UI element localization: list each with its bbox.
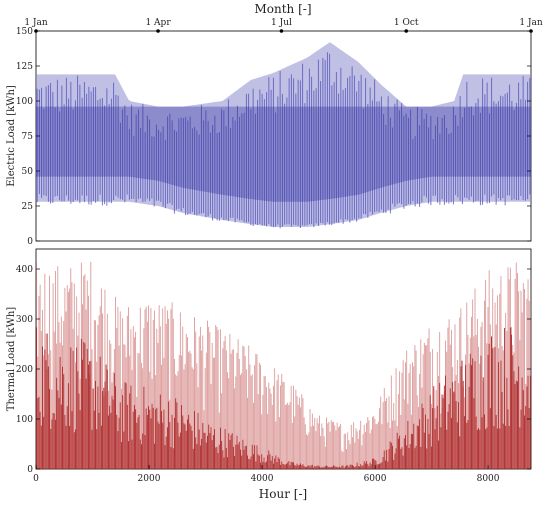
thermal-y-tick-label: 200 [16, 365, 33, 375]
electric-y-tick-label: 25 [22, 202, 34, 212]
thermal-load-series [36, 261, 531, 469]
month-tick-dot [404, 29, 409, 33]
thermal-y-tick-label: 100 [16, 415, 33, 425]
month-tick-dot [34, 29, 38, 33]
month-tick-label: 1 Oct [394, 18, 419, 28]
electric-y-tick-label: 100 [16, 97, 33, 107]
hour-x-tick-label: 0 [33, 474, 39, 484]
thermal-y-tick-label: 300 [16, 315, 33, 325]
month-axis-ticks: 1 Jan 1 Apr 1 Jul 1 Oct 1 Jan [24, 18, 543, 33]
electric-y-axis-label: Electric Load [kWh] [6, 85, 17, 187]
month-tick-dot [156, 29, 160, 33]
thermal-y-tick-label: 0 [27, 465, 33, 475]
month-tick-dot [279, 29, 284, 33]
electric-y-tick-label: 125 [16, 62, 33, 72]
hour-x-tick-label: 6000 [364, 474, 387, 484]
month-tick-label: 1 Apr [145, 18, 171, 28]
electric-load-core [36, 106, 531, 202]
electric-load-envelope [36, 42, 531, 228]
hour-x-tick-label: 2000 [138, 474, 161, 484]
electric-load-series [36, 42, 531, 229]
thermal-y-ticks: 0 100 200 300 400 [16, 265, 531, 475]
electric-y-tick-label: 150 [16, 27, 33, 37]
electric-y-tick-label: 0 [27, 237, 33, 247]
hour-axis-label: Hour [-] [259, 487, 307, 501]
month-tick-label: 1 Jan [24, 18, 48, 28]
month-axis-label: Month [-] [254, 2, 311, 16]
hour-x-ticks: 0 2000 4000 6000 8000 [33, 465, 500, 484]
thermal-plot-area [35, 248, 532, 470]
hour-x-tick-label: 4000 [251, 474, 274, 484]
month-tick-dot [529, 29, 533, 33]
thermal-y-axis-label: Thermal Load [kWh] [6, 307, 17, 412]
thermal-y-tick-label: 400 [16, 265, 33, 275]
month-tick-label: 1 Jul [271, 18, 292, 28]
electric-y-tick-label: 75 [22, 132, 34, 142]
month-tick-label: 1 Jan [519, 18, 543, 28]
hour-x-tick-label: 8000 [477, 474, 500, 484]
thermal-load-panel: 0 100 200 300 400 0 2000 4000 6000 8000 Hour [-]… [6, 248, 532, 501]
electric-y-tick-label: 50 [22, 167, 34, 177]
